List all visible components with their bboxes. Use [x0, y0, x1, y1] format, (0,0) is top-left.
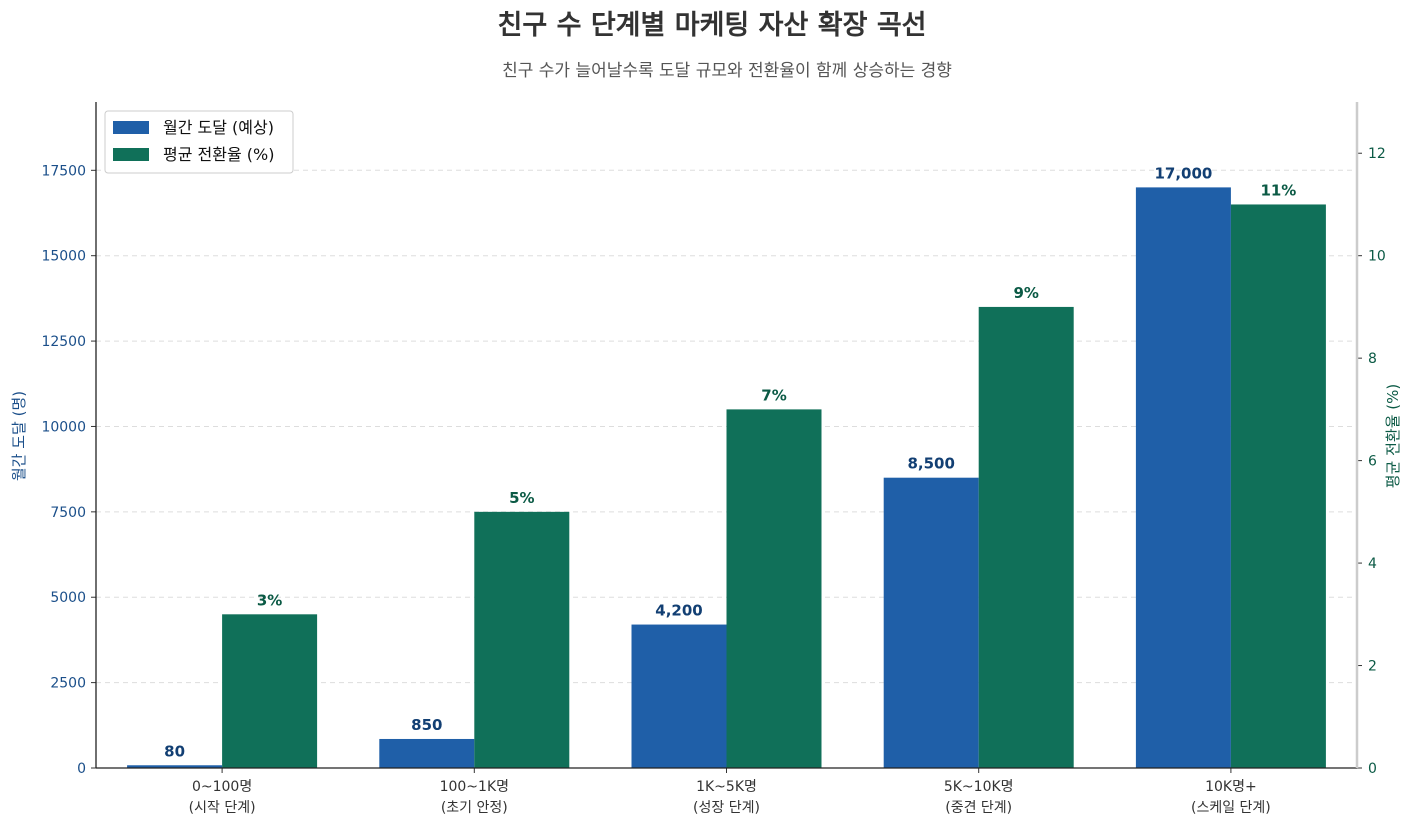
legend-swatch-reach	[113, 121, 149, 134]
bar-reach	[883, 477, 979, 768]
legend-label-conversion: 평균 전환율 (%)	[163, 145, 274, 164]
tick-labels: 0 2500 5000 7500 10000 12500 15000 17500 0 2 4 6 8 10…	[41, 146, 1385, 816]
data-label-conversion: 3%	[257, 591, 282, 609]
y-tick-label-right: 2	[1368, 659, 1377, 675]
y-axis-label-left: 월간 도달 (명)	[10, 391, 28, 481]
y-axis-label-right: 평균 전환율 (%)	[1384, 384, 1402, 489]
x-tick-label: (중견 단계)	[945, 800, 1012, 816]
legend-swatch-conversion	[113, 148, 149, 161]
data-label-conversion: 7%	[761, 386, 786, 404]
bar-conversion	[978, 306, 1074, 768]
bar-conversion	[726, 409, 822, 768]
y-tick-label-right: 10	[1368, 249, 1386, 265]
bar-reach	[631, 624, 727, 768]
chart-subtitle: 친구 수가 늘어날수록 도달 규모와 전환율이 함께 상승하는 경향	[502, 61, 952, 81]
y-tick-label-left: 12500	[41, 334, 86, 350]
x-tick-label: 0~100명	[192, 779, 252, 795]
x-tick-label: 100~1K명	[440, 779, 509, 795]
y-tick-label-left: 7500	[50, 505, 86, 521]
y-tick-label-left: 2500	[50, 676, 86, 692]
x-tick-label: 5K~10K명	[944, 779, 1014, 795]
y-tick-label-left: 0	[77, 761, 86, 777]
y-tick-label-left: 5000	[50, 590, 86, 606]
data-label-reach: 80	[164, 742, 185, 760]
data-labels: 80 3% 850 5% 4,200 7% 8,500 9% 17,000 11%	[164, 164, 1296, 760]
legend: 월간 도달 (예상) 평균 전환율 (%)	[104, 110, 294, 174]
chart-title: 친구 수 단계별 마케팅 자산 확장 곡선	[498, 10, 927, 41]
bar-conversion	[474, 511, 570, 768]
y-tick-label-right: 12	[1368, 146, 1386, 162]
y-tick-label-left: 10000	[41, 419, 86, 435]
bar-conversion	[222, 614, 318, 768]
y-tick-label-right: 4	[1368, 556, 1377, 572]
x-tick-label: (스케일 단계)	[1191, 800, 1271, 816]
x-tick-label: (초기 안정)	[441, 800, 508, 816]
data-label-conversion: 9%	[1013, 284, 1038, 302]
legend-label-reach: 월간 도달 (예상)	[163, 118, 274, 137]
y-tick-label-right: 8	[1368, 351, 1377, 367]
y-tick-label-right: 0	[1368, 761, 1377, 777]
y-tick-label-left: 15000	[41, 249, 86, 265]
x-tick-label: 10K명+	[1205, 779, 1257, 795]
bar-reach	[379, 738, 475, 768]
y-tick-label-left: 17500	[41, 163, 86, 179]
data-label-conversion: 11%	[1260, 181, 1296, 199]
x-tick-label: (성장 단계)	[693, 800, 760, 816]
axes	[91, 102, 1362, 773]
x-tick-label: (시작 단계)	[189, 800, 256, 816]
y-tick-label-right: 6	[1368, 454, 1377, 470]
data-label-reach: 8,500	[907, 455, 954, 473]
bar-reach	[127, 765, 223, 768]
bar-conversion	[1230, 204, 1326, 768]
data-label-reach: 17,000	[1154, 164, 1212, 182]
data-label-reach: 4,200	[655, 602, 702, 620]
legend-box	[104, 110, 294, 174]
x-tick-label: 1K~5K명	[696, 779, 757, 795]
data-label-reach: 850	[411, 716, 442, 734]
data-label-conversion: 5%	[509, 489, 534, 507]
bars	[127, 187, 1326, 768]
bar-reach	[1135, 187, 1231, 768]
